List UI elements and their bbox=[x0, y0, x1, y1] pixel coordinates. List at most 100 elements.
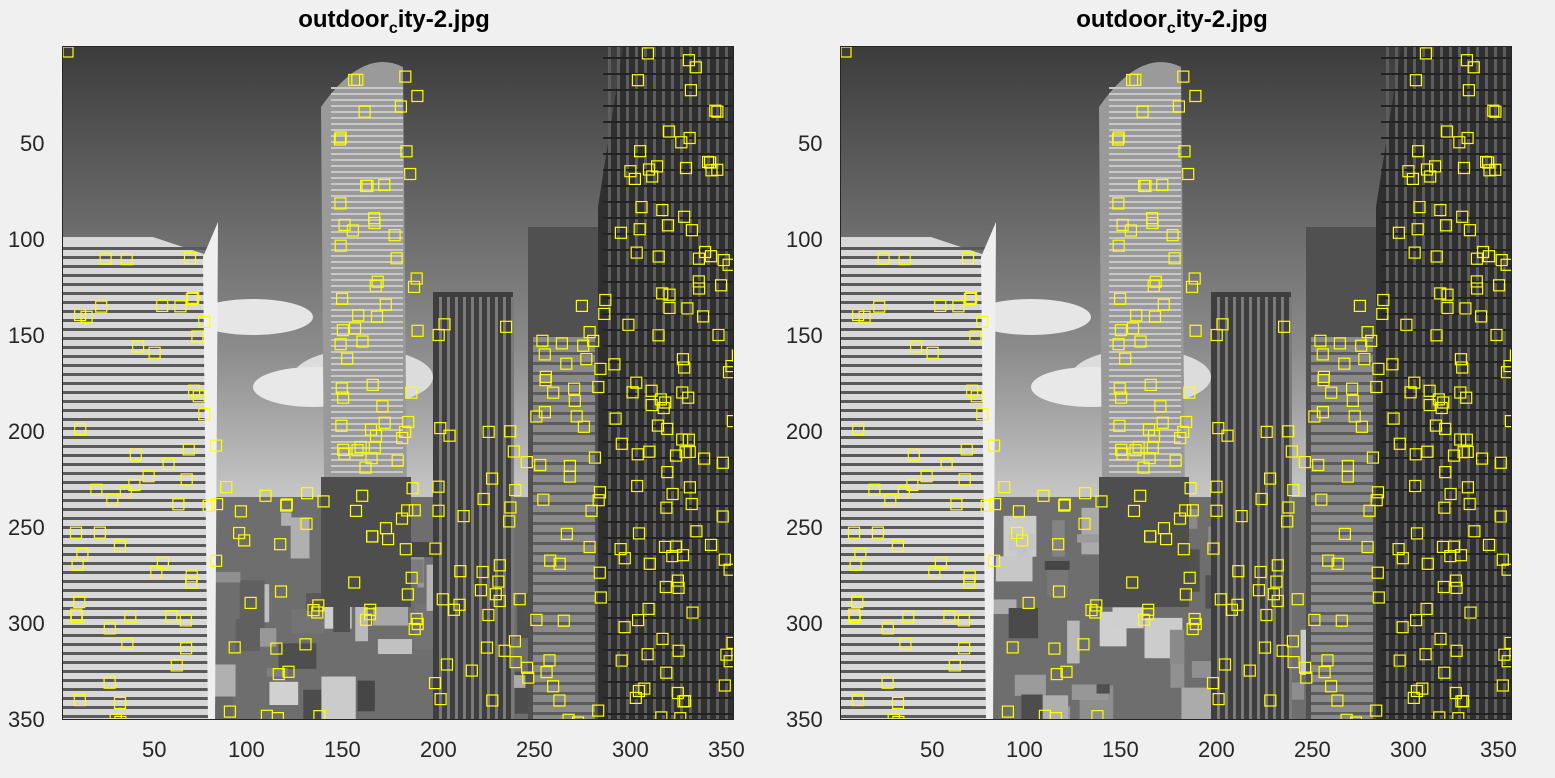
feature-marker bbox=[156, 556, 170, 569]
feature-marker bbox=[881, 622, 894, 635]
image-axes[interactable] bbox=[62, 46, 734, 720]
feature-marker bbox=[1504, 636, 1511, 650]
feature-marker bbox=[652, 329, 665, 342]
feature-marker bbox=[334, 197, 347, 210]
feature-marker bbox=[336, 292, 349, 305]
feature-marker bbox=[364, 423, 378, 436]
feature-marker bbox=[1111, 133, 1125, 146]
feature-marker bbox=[592, 380, 605, 394]
feature-marker bbox=[682, 54, 696, 67]
feature-marker bbox=[1134, 489, 1147, 502]
feature-marker bbox=[335, 382, 348, 395]
x-tick: 200 bbox=[420, 737, 457, 762]
feature-marker bbox=[1438, 501, 1451, 514]
feature-marker bbox=[614, 226, 628, 239]
feature-marker bbox=[1185, 280, 1199, 293]
feature-marker bbox=[106, 493, 119, 506]
feature-marker bbox=[280, 499, 293, 512]
feature-marker bbox=[1318, 665, 1331, 679]
feature-marker bbox=[660, 501, 673, 514]
feature-marker bbox=[453, 598, 466, 611]
feature-marker bbox=[191, 330, 204, 343]
feature-marker bbox=[656, 287, 669, 300]
feature-marker bbox=[457, 510, 470, 523]
feature-marker bbox=[563, 470, 576, 483]
feature-marker bbox=[185, 576, 198, 589]
feature-marker bbox=[1421, 445, 1434, 458]
feature-marker bbox=[1308, 410, 1321, 423]
feature-marker bbox=[99, 252, 112, 265]
feature-marker bbox=[683, 445, 696, 458]
feature-marker bbox=[341, 352, 354, 365]
feature-marker bbox=[1271, 559, 1284, 572]
feature-marker bbox=[1420, 602, 1433, 616]
feature-marker bbox=[1372, 591, 1385, 604]
feature-marker bbox=[568, 382, 581, 395]
feature-marker bbox=[1177, 425, 1190, 438]
feature-marker bbox=[672, 581, 685, 595]
feature-marker bbox=[180, 473, 193, 486]
feature-marker bbox=[1182, 167, 1195, 181]
feature-marker bbox=[1370, 494, 1383, 507]
feature-marker bbox=[1349, 716, 1363, 719]
feature-marker bbox=[629, 691, 642, 705]
feature-marker bbox=[663, 288, 676, 301]
feature-marker bbox=[1243, 664, 1256, 677]
feature-marker bbox=[656, 204, 669, 217]
feature-marker bbox=[887, 713, 900, 719]
image-axes[interactable] bbox=[840, 46, 1512, 720]
feature-marker bbox=[1188, 272, 1201, 285]
feature-marker bbox=[429, 542, 442, 555]
feature-marker bbox=[682, 433, 695, 446]
feature-marker bbox=[1500, 366, 1511, 379]
feature-marker bbox=[476, 565, 489, 579]
feature-marker bbox=[1487, 104, 1500, 117]
feature-marker bbox=[162, 457, 175, 470]
feature-marker bbox=[509, 484, 522, 497]
feature-marker bbox=[851, 693, 864, 707]
feature-marker bbox=[274, 585, 288, 598]
feature-marker bbox=[722, 258, 733, 271]
feature-marker bbox=[402, 415, 415, 429]
feature-marker bbox=[348, 576, 361, 589]
feature-marker bbox=[562, 713, 575, 719]
feature-marker bbox=[683, 131, 696, 145]
feature-marker bbox=[335, 419, 348, 432]
feature-marker bbox=[1408, 246, 1421, 259]
panel-title: outdoorcity-2.jpg bbox=[1076, 6, 1268, 37]
feature-marker bbox=[1112, 239, 1125, 252]
feature-marker bbox=[1048, 642, 1061, 655]
feature-marker bbox=[712, 328, 725, 342]
feature-marker bbox=[165, 610, 178, 623]
feature-marker bbox=[1317, 374, 1330, 387]
feature-marker bbox=[692, 282, 706, 295]
city-photo bbox=[63, 47, 733, 719]
feature-marker bbox=[989, 498, 1002, 511]
feature-marker bbox=[1291, 593, 1304, 606]
feature-marker bbox=[1434, 204, 1447, 217]
x-tick: 250 bbox=[1294, 737, 1331, 762]
feature-marker bbox=[1144, 378, 1157, 391]
feature-marker bbox=[957, 614, 970, 627]
feature-marker bbox=[988, 554, 1001, 567]
feature-marker bbox=[1419, 648, 1432, 661]
feature-marker bbox=[608, 358, 621, 371]
feature-marker bbox=[1210, 504, 1223, 517]
feature-marker bbox=[1119, 352, 1132, 365]
feature-marker bbox=[399, 70, 412, 83]
feature-marker bbox=[660, 666, 673, 679]
feature-marker bbox=[148, 346, 161, 359]
feature-marker bbox=[1489, 105, 1502, 118]
feature-marker bbox=[697, 452, 711, 465]
feature-marker bbox=[432, 480, 445, 493]
feature-marker bbox=[174, 300, 187, 313]
feature-marker bbox=[553, 694, 566, 707]
feature-marker bbox=[1276, 644, 1289, 657]
feature-marker bbox=[1437, 580, 1450, 594]
feature-marker bbox=[641, 648, 654, 661]
feature-marker bbox=[124, 610, 137, 624]
feature-marker bbox=[1183, 386, 1196, 399]
feature-marker bbox=[716, 510, 729, 523]
feature-marker bbox=[1409, 448, 1422, 461]
feature-marker bbox=[1287, 484, 1300, 497]
